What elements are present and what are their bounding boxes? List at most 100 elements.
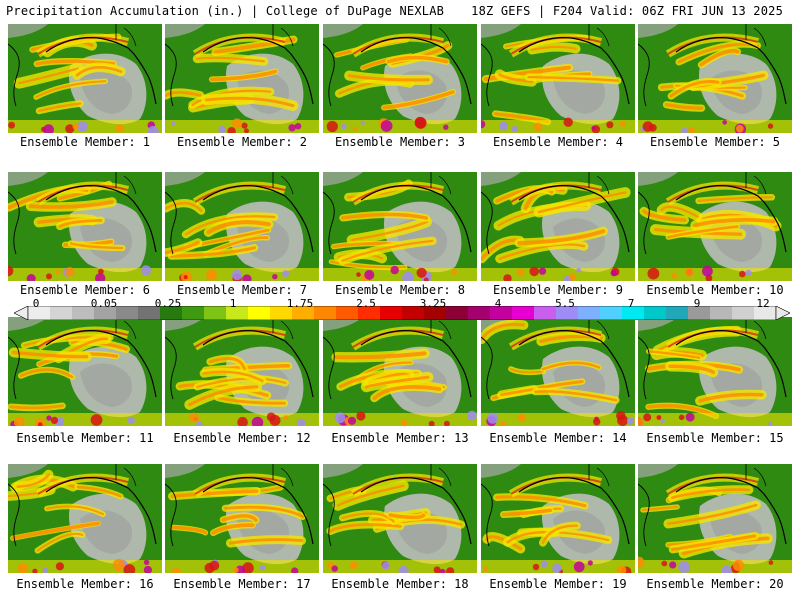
- ensemble-member-label: Ensemble Member: 19: [489, 577, 627, 591]
- ensemble-panel: [165, 464, 319, 573]
- ensemble-member-label: Ensemble Member: 2: [176, 135, 308, 149]
- colorbar-tick-label: 0.05: [90, 297, 118, 310]
- ensemble-member-label: Ensemble Member: 10: [646, 283, 784, 297]
- precip-map: [8, 24, 162, 133]
- precip-map: [638, 172, 792, 281]
- ensemble-panel: [638, 317, 792, 426]
- colorbar-swatch: [50, 306, 73, 320]
- colorbar-swatch: [292, 306, 315, 320]
- ensemble-panel: [165, 317, 319, 426]
- colorbar-swatch: [534, 306, 557, 320]
- colorbar-swatch: [358, 306, 381, 320]
- page-title: Precipitation Accumulation (in.) | Colle…: [6, 4, 445, 18]
- ensemble-panel: [481, 24, 635, 133]
- colorbar-swatch: [688, 306, 711, 320]
- colorbar-swatch: [314, 306, 337, 320]
- colorbar-swatch: [666, 306, 689, 320]
- ensemble-member-label: Ensemble Member: 8: [334, 283, 466, 297]
- colorbar-arrow-low: [14, 306, 29, 320]
- ensemble-panel: [638, 24, 792, 133]
- colorbar-swatch: [644, 306, 667, 320]
- precip-map: [481, 464, 635, 573]
- ensemble-member-label: Ensemble Member: 5: [649, 135, 781, 149]
- precip-map: [481, 317, 635, 426]
- ensemble-panel: [323, 172, 477, 281]
- colorbar-swatch: [402, 306, 425, 320]
- ensemble-member-label: Ensemble Member: 9: [492, 283, 624, 297]
- colorbar-swatch: [732, 306, 755, 320]
- colorbar-swatch: [512, 306, 535, 320]
- ensemble-member-label: Ensemble Member: 16: [16, 577, 154, 591]
- colorbar-swatch: [270, 306, 293, 320]
- colorbar-swatch: [468, 306, 491, 320]
- ensemble-panel: [481, 317, 635, 426]
- precip-map: [165, 24, 319, 133]
- colorbar-swatch: [248, 306, 271, 320]
- colorbar-swatch: [226, 306, 249, 320]
- colorbar-tick-label: 12: [756, 297, 770, 310]
- colorbar-arrow-high: [775, 306, 790, 320]
- ensemble-member-label: Ensemble Member: 15: [646, 431, 784, 445]
- colorbar-swatch: [182, 306, 205, 320]
- ensemble-member-label: Ensemble Member: 13: [331, 431, 469, 445]
- run-info: 18Z GEFS | F204 Valid: 06Z FRI JUN 13 20…: [471, 4, 783, 18]
- ensemble-panel: [638, 172, 792, 281]
- precip-map: [8, 172, 162, 281]
- colorbar-swatch: [424, 306, 447, 320]
- colorbar-swatch: [336, 306, 359, 320]
- colorbar-tick-label: 7: [627, 297, 635, 310]
- colorbar-swatch: [160, 306, 183, 320]
- colorbar-swatch: [138, 306, 161, 320]
- ensemble-panel: [8, 172, 162, 281]
- ensemble-panel: [165, 172, 319, 281]
- precip-map: [165, 464, 319, 573]
- precip-map: [638, 464, 792, 573]
- colorbar-swatch: [94, 306, 117, 320]
- precip-map: [323, 24, 477, 133]
- ensemble-panel: [165, 24, 319, 133]
- colorbar-swatch: [116, 306, 139, 320]
- ensemble-panel: [8, 317, 162, 426]
- colorbar-swatch: [446, 306, 469, 320]
- ensemble-member-label: Ensemble Member: 4: [492, 135, 624, 149]
- colorbar-swatch: [490, 306, 513, 320]
- ensemble-member-label: Ensemble Member: 6: [19, 283, 151, 297]
- ensemble-member-label: Ensemble Member: 3: [334, 135, 466, 149]
- colorbar-swatch: [622, 306, 645, 320]
- precip-map: [323, 317, 477, 426]
- ensemble-panel: [8, 464, 162, 573]
- precip-map: [8, 317, 162, 426]
- precip-map: [8, 464, 162, 573]
- colorbar-swatch: [204, 306, 227, 320]
- precip-map: [481, 172, 635, 281]
- colorbar-tick-label: 5.5: [555, 297, 575, 310]
- colorbar-tick-label: 0: [32, 297, 40, 310]
- colorbar-tick-label: 9: [693, 297, 701, 310]
- precip-colorbar: [14, 306, 790, 320]
- ensemble-panel: [481, 172, 635, 281]
- colorbar-swatch: [600, 306, 623, 320]
- ensemble-member-label: Ensemble Member: 12: [173, 431, 311, 445]
- colorbar-swatch: [28, 306, 51, 320]
- precip-map: [323, 464, 477, 573]
- colorbar-tick-label: 2.5: [356, 297, 376, 310]
- colorbar-swatch: [754, 306, 777, 320]
- colorbar-swatch: [556, 306, 579, 320]
- precip-map: [638, 24, 792, 133]
- colorbar-tick-label: 1.75: [286, 297, 314, 310]
- ensemble-panel: [323, 24, 477, 133]
- ensemble-member-label: Ensemble Member: 18: [331, 577, 469, 591]
- colorbar-tick-label: 1: [229, 297, 237, 310]
- colorbar-swatch: [380, 306, 403, 320]
- precip-map: [165, 172, 319, 281]
- colorbar-swatch: [578, 306, 601, 320]
- ensemble-panel: [481, 464, 635, 573]
- ensemble-member-label: Ensemble Member: 11: [16, 431, 154, 445]
- precip-map: [481, 24, 635, 133]
- precip-map: [165, 317, 319, 426]
- precip-map: [638, 317, 792, 426]
- ensemble-member-label: Ensemble Member: 20: [646, 577, 784, 591]
- ensemble-panel: [323, 317, 477, 426]
- ensemble-panel: [323, 464, 477, 573]
- colorbar-swatch: [710, 306, 733, 320]
